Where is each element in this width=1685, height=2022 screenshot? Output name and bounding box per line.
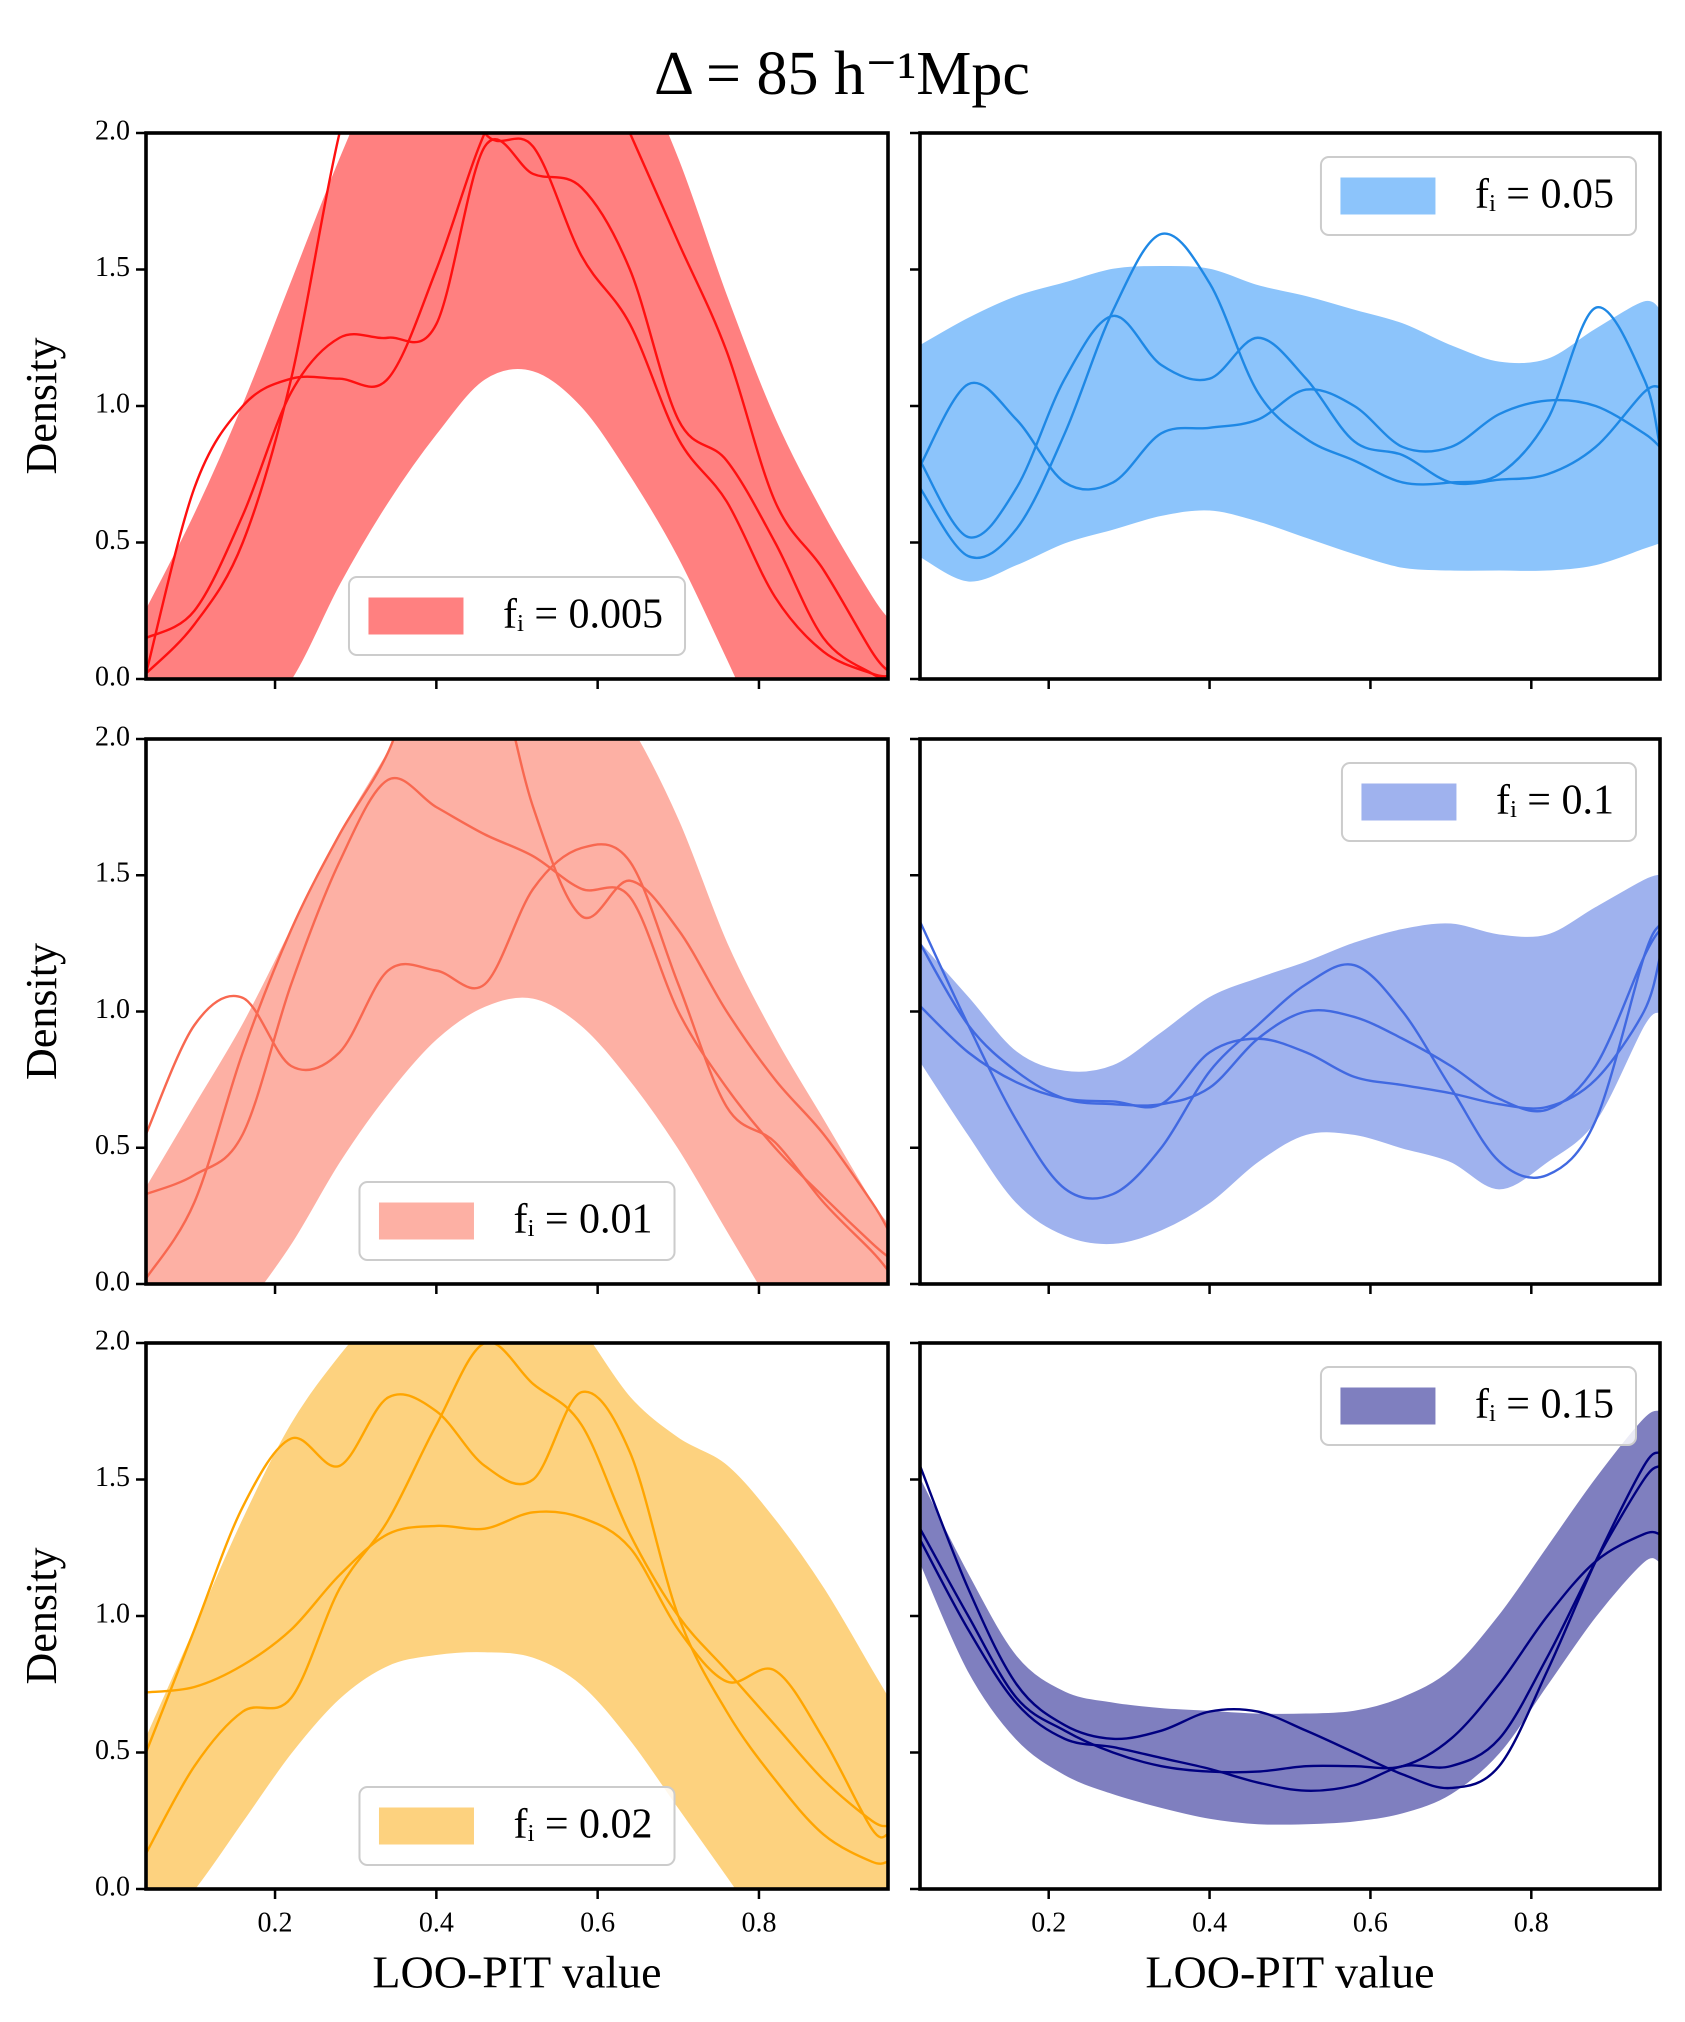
panel: 0.2 0.4 0.6 0.8 LOO-PIT value fᵢ = 0.15 <box>910 1341 1662 1998</box>
density-line <box>146 133 888 674</box>
x-axis-label: LOO-PIT value <box>1145 1947 1434 1998</box>
legend-patch <box>1340 1387 1436 1425</box>
plot-area <box>920 1410 1660 1825</box>
plot-area <box>146 1343 888 1889</box>
density-line <box>920 1464 1660 1792</box>
legend-label: fᵢ = 0.005 <box>503 592 663 638</box>
y-tick-label: 0.0 <box>95 1871 130 1902</box>
x-tick-label: 0.2 <box>1031 1907 1066 1938</box>
density-line <box>146 138 888 679</box>
y-tick-label: 1.0 <box>95 994 130 1025</box>
density-line <box>146 776 888 1258</box>
y-tick-label: 0.5 <box>95 525 130 556</box>
band-area <box>146 133 888 679</box>
legend-label: fᵢ = 0.02 <box>513 1802 652 1848</box>
x-tick-label: 0.4 <box>419 1907 454 1938</box>
density-line <box>920 956 1660 1110</box>
x-tick-label: 0.6 <box>580 1907 615 1938</box>
y-tick-label: 2.0 <box>95 721 130 752</box>
density-line <box>920 314 1660 539</box>
y-tick-label: 0.0 <box>95 1266 130 1297</box>
y-tick-label: 0.5 <box>95 1130 130 1161</box>
legend: fᵢ = 0.02 <box>358 1786 676 1866</box>
density-line <box>146 133 888 678</box>
density-line <box>146 843 888 1272</box>
y-axis-label: Density <box>17 943 66 1080</box>
plot-area <box>920 232 1660 582</box>
density-line <box>146 1510 888 1839</box>
figure-title: Δ = 85 h⁻¹Mpc <box>654 40 1030 108</box>
density-line <box>146 1390 888 1865</box>
legend: fᵢ = 0.05 <box>1319 156 1637 236</box>
y-tick-label: 1.5 <box>95 858 130 889</box>
legend-patch <box>378 1807 474 1845</box>
band-area <box>920 1410 1660 1825</box>
legend-box <box>358 1786 676 1866</box>
legend-box <box>1319 1366 1637 1446</box>
panel: fᵢ = 0.05 <box>910 131 1662 689</box>
legend: fᵢ = 0.005 <box>347 576 687 656</box>
band-area <box>146 1343 888 1889</box>
plot-area <box>920 874 1660 1245</box>
y-tick-label: 1.5 <box>95 1462 130 1493</box>
legend: fᵢ = 0.01 <box>358 1181 676 1261</box>
legend-patch <box>368 597 464 635</box>
y-tick-label: 1.0 <box>95 388 130 419</box>
panel: fᵢ = 0.1 <box>910 737 1662 1294</box>
legend: fᵢ = 0.1 <box>1340 762 1637 842</box>
density-line <box>146 1343 888 1855</box>
y-tick-label: 0.5 <box>95 1735 130 1766</box>
legend-label: fᵢ = 0.1 <box>1496 778 1614 824</box>
density-line <box>920 1451 1660 1790</box>
legend-box <box>347 576 687 656</box>
x-tick-label: 0.8 <box>741 1907 776 1938</box>
legend: fᵢ = 0.15 <box>1319 1366 1637 1446</box>
legend-patch <box>378 1202 474 1240</box>
x-axis-label: LOO-PIT value <box>372 1947 661 1998</box>
y-tick-label: 0.0 <box>95 661 130 692</box>
band-area <box>920 265 1660 582</box>
legend-patch <box>1340 177 1436 215</box>
legend-box <box>1319 156 1637 236</box>
panel: 0.0 0.5 1.0 1.5 2.0 0.2 0.4 0.6 0.8 Density LOO-PI… <box>17 1325 890 1998</box>
legend-label: fᵢ = 0.01 <box>513 1197 652 1243</box>
panel: 0.0 0.5 1.0 1.5 2.0 Density fᵢ = 0.005 <box>17 115 890 692</box>
panel: 0.0 0.5 1.0 1.5 2.0 Density fᵢ = 0.01 <box>17 721 890 1297</box>
density-line <box>920 929 1660 1113</box>
density-line <box>920 1528 1660 1774</box>
y-axis-label: Density <box>17 1548 66 1685</box>
band-area <box>920 874 1660 1245</box>
plot-area <box>146 133 888 679</box>
legend-label: fᵢ = 0.05 <box>1475 172 1614 218</box>
legend-patch <box>1361 783 1457 821</box>
density-line <box>146 739 888 1280</box>
x-tick-label: 0.8 <box>1514 1907 1549 1938</box>
y-tick-label: 2.0 <box>95 115 130 146</box>
x-tick-label: 0.4 <box>1192 1907 1227 1938</box>
legend-label: fᵢ = 0.15 <box>1475 1382 1614 1428</box>
density-line <box>920 381 1660 491</box>
y-tick-label: 1.0 <box>95 1598 130 1629</box>
x-tick-label: 0.6 <box>1353 1907 1388 1938</box>
y-axis-label: Density <box>17 338 66 475</box>
legend-box <box>358 1181 676 1261</box>
x-tick-label: 0.2 <box>258 1907 293 1938</box>
y-tick-label: 1.5 <box>95 252 130 283</box>
plot-area <box>146 739 888 1284</box>
y-tick-label: 2.0 <box>95 1325 130 1356</box>
density-line <box>920 232 1660 560</box>
legend-box <box>1340 762 1637 842</box>
density-line <box>920 921 1660 1200</box>
